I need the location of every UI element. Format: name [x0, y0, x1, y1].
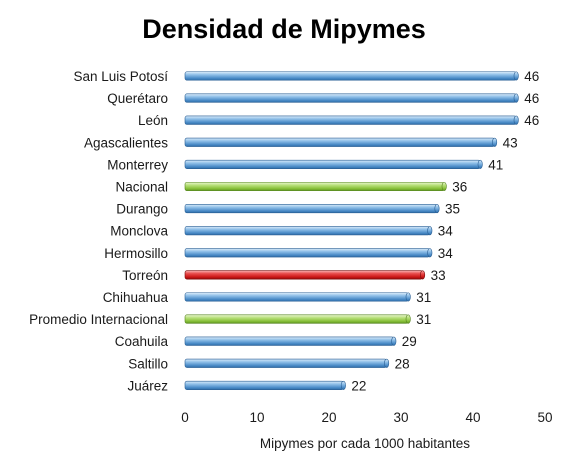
bar: [184, 71, 517, 81]
data-label: 31: [416, 312, 431, 327]
category-label: Juárez: [127, 378, 168, 393]
data-label: 34: [438, 224, 454, 239]
bar: [184, 292, 409, 302]
bar-cap: [340, 380, 346, 390]
bar-cap: [492, 137, 498, 147]
bar: [184, 159, 481, 169]
bar: [184, 248, 431, 258]
data-label: 46: [524, 69, 539, 84]
bars-layer: [184, 71, 519, 390]
bar-cap: [513, 93, 519, 103]
bar-cap: [441, 181, 447, 192]
category-label: Monclova: [110, 224, 168, 239]
data-label: 35: [445, 202, 460, 217]
data-label: 22: [351, 378, 366, 393]
bar-cap: [513, 71, 519, 81]
bar: [184, 115, 517, 125]
bar-cap: [391, 336, 397, 346]
chart-title: Densidad de Mipymes: [142, 14, 426, 44]
category-label: Monterrey: [107, 157, 168, 172]
bar: [184, 358, 387, 368]
bar: [184, 181, 445, 192]
x-tick-label: 30: [393, 410, 408, 425]
data-label: 43: [503, 135, 518, 150]
bar-cap: [513, 115, 519, 125]
bar: [184, 270, 423, 280]
data-label: 34: [438, 246, 454, 261]
x-tick-label: 40: [465, 410, 480, 425]
data-label: 29: [402, 334, 417, 349]
bar-cap: [420, 270, 426, 280]
bar: [184, 336, 395, 346]
x-tick-label: 0: [181, 410, 189, 425]
data-label: 46: [524, 113, 539, 128]
x-tick-label: 50: [537, 410, 552, 425]
category-label: Coahuila: [115, 334, 169, 349]
bar-cap: [384, 358, 390, 368]
category-label: Chihuahua: [103, 290, 169, 305]
x-tick-label: 20: [321, 410, 336, 425]
category-labels: San Luis Potosí Querétaro León Agascaliente…: [29, 69, 168, 393]
category-label: Hermosillo: [104, 246, 168, 261]
bar: [184, 204, 438, 214]
category-label: Querétaro: [107, 91, 168, 106]
data-label: 28: [395, 356, 410, 371]
bar-cap: [477, 159, 483, 169]
bar: [184, 380, 344, 390]
bar-cap: [427, 248, 433, 258]
bar-cap: [405, 292, 411, 302]
category-label: San Luis Potosí: [73, 69, 168, 84]
bar: [184, 93, 517, 103]
category-label: Promedio Internacional: [29, 312, 168, 327]
data-label: 31: [416, 290, 431, 305]
category-label: León: [138, 113, 168, 128]
category-label: Nacional: [115, 180, 168, 195]
bar-cap: [434, 204, 440, 214]
category-label: Torreón: [122, 268, 168, 283]
data-label: 33: [431, 268, 446, 283]
data-label: 41: [488, 157, 503, 172]
x-tick-label: 10: [249, 410, 264, 425]
category-label: Durango: [116, 202, 168, 217]
bar: [184, 137, 495, 147]
category-label: Saltillo: [128, 356, 168, 371]
x-axis-title: Mipymes por cada 1000 habitantes: [260, 436, 470, 451]
data-label: 36: [452, 180, 467, 195]
category-label: Agascalientes: [84, 135, 168, 150]
bar-cap: [427, 226, 433, 236]
bar: [184, 314, 409, 324]
x-axis-ticks: 0 10 20 30 40 50: [181, 410, 552, 425]
bar: [184, 226, 431, 236]
bar-cap: [405, 314, 411, 324]
data-label: 46: [524, 91, 539, 106]
